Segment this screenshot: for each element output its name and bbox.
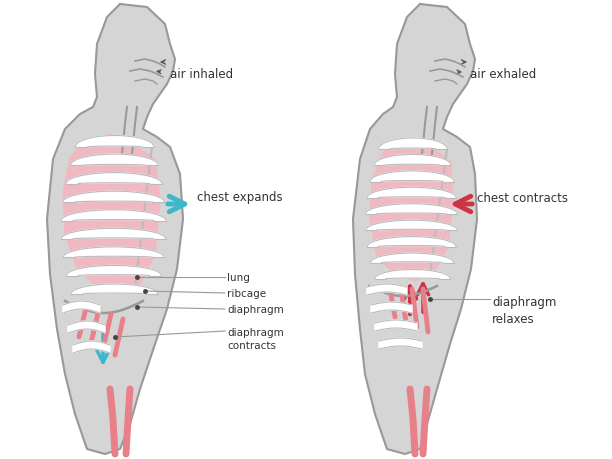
Text: chest expands: chest expands bbox=[197, 191, 283, 204]
Polygon shape bbox=[370, 140, 453, 281]
Polygon shape bbox=[75, 136, 154, 148]
Polygon shape bbox=[66, 173, 162, 185]
Polygon shape bbox=[375, 320, 417, 331]
Polygon shape bbox=[61, 229, 166, 239]
Polygon shape bbox=[367, 188, 456, 198]
Polygon shape bbox=[353, 5, 477, 454]
Polygon shape bbox=[370, 172, 454, 182]
Polygon shape bbox=[366, 221, 457, 231]
Polygon shape bbox=[63, 247, 164, 257]
Polygon shape bbox=[63, 134, 160, 294]
Text: air exhaled: air exhaled bbox=[470, 68, 536, 81]
Polygon shape bbox=[68, 321, 105, 333]
Polygon shape bbox=[47, 5, 183, 454]
Polygon shape bbox=[70, 155, 158, 166]
Polygon shape bbox=[367, 285, 407, 295]
Text: air inhaled: air inhaled bbox=[170, 68, 233, 81]
Polygon shape bbox=[73, 341, 110, 353]
Text: ribcage: ribcage bbox=[227, 288, 266, 298]
Polygon shape bbox=[375, 270, 450, 280]
Polygon shape bbox=[63, 302, 100, 313]
Polygon shape bbox=[374, 155, 451, 166]
Polygon shape bbox=[71, 285, 158, 294]
Polygon shape bbox=[63, 192, 165, 203]
Polygon shape bbox=[367, 237, 456, 247]
Polygon shape bbox=[365, 204, 457, 214]
Text: diaphragm
relaxes: diaphragm relaxes bbox=[492, 295, 556, 325]
Polygon shape bbox=[379, 338, 422, 349]
Text: diaphragm
contracts: diaphragm contracts bbox=[227, 327, 284, 350]
Polygon shape bbox=[370, 253, 453, 263]
Text: lung: lung bbox=[227, 272, 250, 282]
Polygon shape bbox=[61, 210, 166, 221]
Text: chest contracts: chest contracts bbox=[477, 191, 568, 204]
Polygon shape bbox=[379, 139, 447, 150]
Polygon shape bbox=[67, 266, 162, 276]
Polygon shape bbox=[371, 302, 412, 313]
Text: diaphragm: diaphragm bbox=[227, 304, 284, 314]
